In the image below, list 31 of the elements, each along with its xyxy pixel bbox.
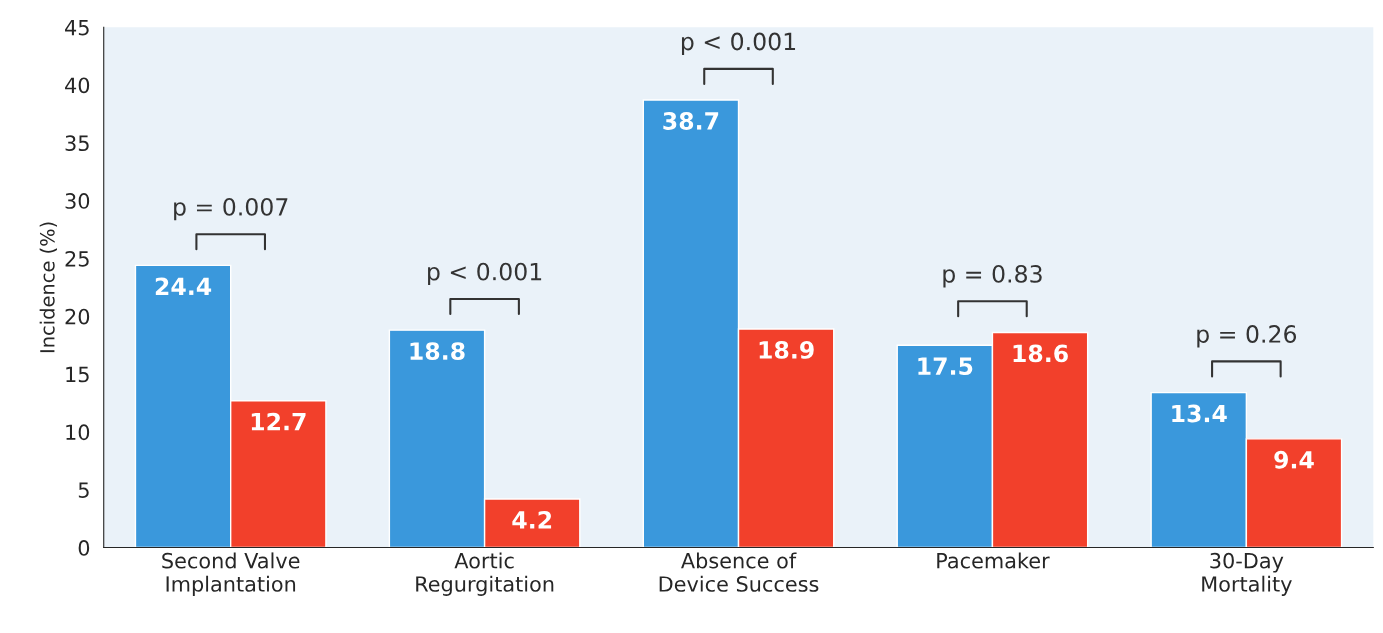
data-label: 18.9 (759, 340, 814, 359)
data-label: 17.5 (918, 357, 973, 376)
y-tick-label: 20 (65, 308, 90, 325)
data-label: 18.6 (1013, 344, 1068, 363)
x-tick-label: Pacemaker (937, 552, 1050, 569)
y-tick-label: 35 (65, 135, 89, 152)
y-axis-title: Incidence (%) (39, 222, 57, 353)
x-tick-label: Absence of Device Success (659, 552, 819, 592)
data-label: 18.8 (410, 342, 465, 360)
annotation: p = 0.26 (1197, 325, 1297, 348)
data-label: 24.4 (155, 277, 212, 295)
y-tick-label: 30 (65, 193, 90, 209)
x-tick-label: Second Valve Implantation (162, 552, 300, 596)
y-tick-label: 15 (66, 366, 89, 383)
data-label: 4.2 (512, 510, 552, 529)
x-tick-label: 30-Day Mortality (1202, 552, 1292, 596)
x-tick-label: Aortic Regurgitation (416, 552, 554, 596)
y-tick-label: 0 (78, 540, 90, 556)
y-tick-label: 10 (66, 424, 90, 441)
y-tick-label: 5 (78, 482, 89, 498)
annotation: p < 0.001 (428, 262, 542, 286)
data-label: 38.7 (663, 112, 719, 130)
annotation: p = 0.83 (943, 264, 1042, 288)
data-label: 9.4 (1274, 450, 1314, 469)
y-tick-label: 45 (65, 19, 89, 36)
y-tick-label: 25 (65, 250, 89, 267)
data-label: 13.4 (1172, 404, 1227, 423)
y-tick-label: 40 (65, 77, 90, 94)
data-label: 12.7 (251, 412, 306, 431)
annotation: p < 0.001 (681, 32, 796, 55)
annotation: p = 0.007 (174, 197, 288, 221)
